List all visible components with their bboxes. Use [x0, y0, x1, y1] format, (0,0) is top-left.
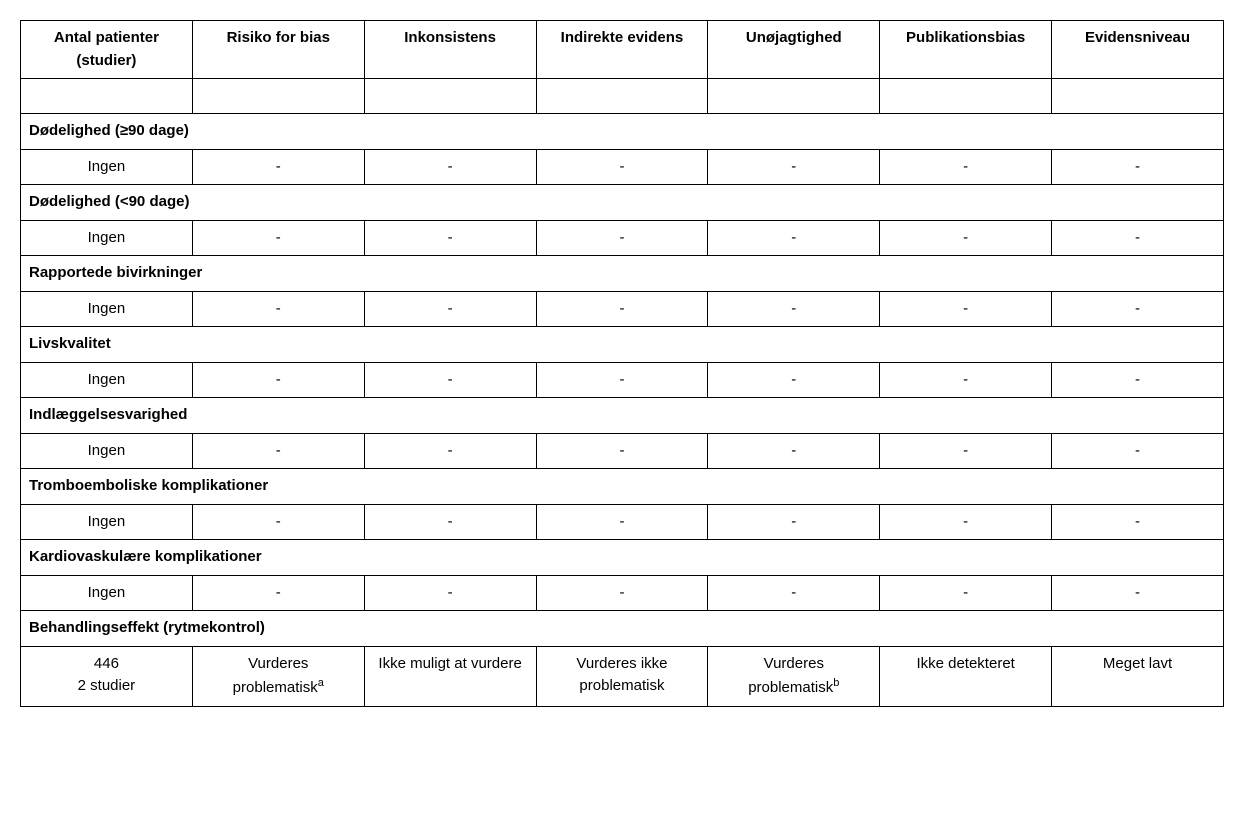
section-title: Tromboemboliske komplikationer	[21, 469, 1224, 505]
section-row: Kardiovaskulære komplikationer	[21, 540, 1224, 576]
empty-cell	[1052, 79, 1224, 114]
data-row: Ingen - - - - - -	[21, 149, 1224, 185]
section-title: Kardiovaskulære komplikationer	[21, 540, 1224, 576]
cell-indirect: -	[536, 504, 708, 540]
cell-inconsistency: -	[364, 504, 536, 540]
header-col-7: Evidensniveau	[1052, 21, 1224, 79]
cell-evidence: -	[1052, 220, 1224, 256]
empty-cell	[880, 79, 1052, 114]
section-row: Behandlingseffekt (rytmekontrol)	[21, 611, 1224, 647]
section-title: Dødelighed (<90 dage)	[21, 185, 1224, 221]
data-row: Ingen - - - - - -	[21, 362, 1224, 398]
section-title: Rapportede bivirkninger	[21, 256, 1224, 292]
cell-imprecision: -	[708, 433, 880, 469]
cell-evidence: -	[1052, 433, 1224, 469]
cell-indirect: -	[536, 362, 708, 398]
cell-patients: Ingen	[21, 149, 193, 185]
cell-inconsistency: -	[364, 433, 536, 469]
data-row: Ingen - - - - - -	[21, 433, 1224, 469]
cell-evidence: Meget lavt	[1052, 646, 1224, 706]
empty-cell	[536, 79, 708, 114]
header-row: Antal patienter (studier) Risiko for bia…	[21, 21, 1224, 79]
section-row: Rapportede bivirkninger	[21, 256, 1224, 292]
cell-indirect: -	[536, 575, 708, 611]
cell-indirect: -	[536, 291, 708, 327]
cell-pub-bias: -	[880, 149, 1052, 185]
cell-indirect: -	[536, 149, 708, 185]
cell-patients: 4462 studier	[21, 646, 193, 706]
cell-imprecision: -	[708, 362, 880, 398]
section-row: Dødelighed (≥90 dage)	[21, 114, 1224, 150]
empty-cell	[192, 79, 364, 114]
section-row: Dødelighed (<90 dage)	[21, 185, 1224, 221]
cell-patients: Ingen	[21, 504, 193, 540]
cell-evidence: -	[1052, 149, 1224, 185]
section-title: Livskvalitet	[21, 327, 1224, 363]
data-row: Ingen - - - - - -	[21, 575, 1224, 611]
cell-bias: Vurderes problematiska	[192, 646, 364, 706]
cell-pub-bias: -	[880, 575, 1052, 611]
cell-indirect: -	[536, 433, 708, 469]
footnote-a: a	[318, 677, 324, 689]
footnote-b: b	[833, 677, 839, 689]
cell-pub-bias: -	[880, 362, 1052, 398]
data-row: 4462 studier Vurderes problematiska Ikke…	[21, 646, 1224, 706]
section-title: Dødelighed (≥90 dage)	[21, 114, 1224, 150]
data-row: Ingen - - - - - -	[21, 220, 1224, 256]
cell-pub-bias: -	[880, 291, 1052, 327]
cell-inconsistency: -	[364, 149, 536, 185]
cell-bias: -	[192, 362, 364, 398]
data-row: Ingen - - - - - -	[21, 504, 1224, 540]
empty-cell	[364, 79, 536, 114]
cell-evidence: -	[1052, 504, 1224, 540]
header-col-1: Antal patienter (studier)	[21, 21, 193, 79]
cell-bias: -	[192, 575, 364, 611]
section-row: Livskvalitet	[21, 327, 1224, 363]
cell-inconsistency: Ikke muligt at vurdere	[364, 646, 536, 706]
empty-cell	[708, 79, 880, 114]
section-row: Indlæggelsesvarighed	[21, 398, 1224, 434]
empty-cell	[21, 79, 193, 114]
header-col-6: Publikationsbias	[880, 21, 1052, 79]
cell-patients: Ingen	[21, 291, 193, 327]
cell-bias: -	[192, 220, 364, 256]
cell-imprecision: Vurderes problematiskb	[708, 646, 880, 706]
cell-imprecision: -	[708, 504, 880, 540]
section-title: Behandlingseffekt (rytmekontrol)	[21, 611, 1224, 647]
cell-inconsistency: -	[364, 291, 536, 327]
header-col-2: Risiko for bias	[192, 21, 364, 79]
cell-bias: -	[192, 149, 364, 185]
section-row: Tromboemboliske komplikationer	[21, 469, 1224, 505]
cell-inconsistency: -	[364, 575, 536, 611]
cell-pub-bias: Ikke detekteret	[880, 646, 1052, 706]
cell-bias: -	[192, 504, 364, 540]
data-row: Ingen - - - - - -	[21, 291, 1224, 327]
section-title: Indlæggelsesvarighed	[21, 398, 1224, 434]
cell-pub-bias: -	[880, 504, 1052, 540]
cell-inconsistency: -	[364, 362, 536, 398]
evidence-table: Antal patienter (studier) Risiko for bia…	[20, 20, 1224, 707]
cell-bias: -	[192, 291, 364, 327]
cell-patients: Ingen	[21, 433, 193, 469]
header-col-3: Inkonsistens	[364, 21, 536, 79]
header-col-5: Unøjagtighed	[708, 21, 880, 79]
cell-evidence: -	[1052, 575, 1224, 611]
cell-indirect: Vurderes ikke problematisk	[536, 646, 708, 706]
cell-evidence: -	[1052, 291, 1224, 327]
cell-evidence: -	[1052, 362, 1224, 398]
cell-pub-bias: -	[880, 220, 1052, 256]
cell-imprecision: -	[708, 575, 880, 611]
cell-bias: -	[192, 433, 364, 469]
cell-imprecision: -	[708, 149, 880, 185]
empty-row	[21, 79, 1224, 114]
cell-patients: Ingen	[21, 362, 193, 398]
cell-indirect: -	[536, 220, 708, 256]
cell-inconsistency: -	[364, 220, 536, 256]
cell-imprecision: -	[708, 220, 880, 256]
cell-imprecision: -	[708, 291, 880, 327]
cell-patients: Ingen	[21, 220, 193, 256]
cell-pub-bias: -	[880, 433, 1052, 469]
cell-patients: Ingen	[21, 575, 193, 611]
header-col-4: Indirekte evidens	[536, 21, 708, 79]
